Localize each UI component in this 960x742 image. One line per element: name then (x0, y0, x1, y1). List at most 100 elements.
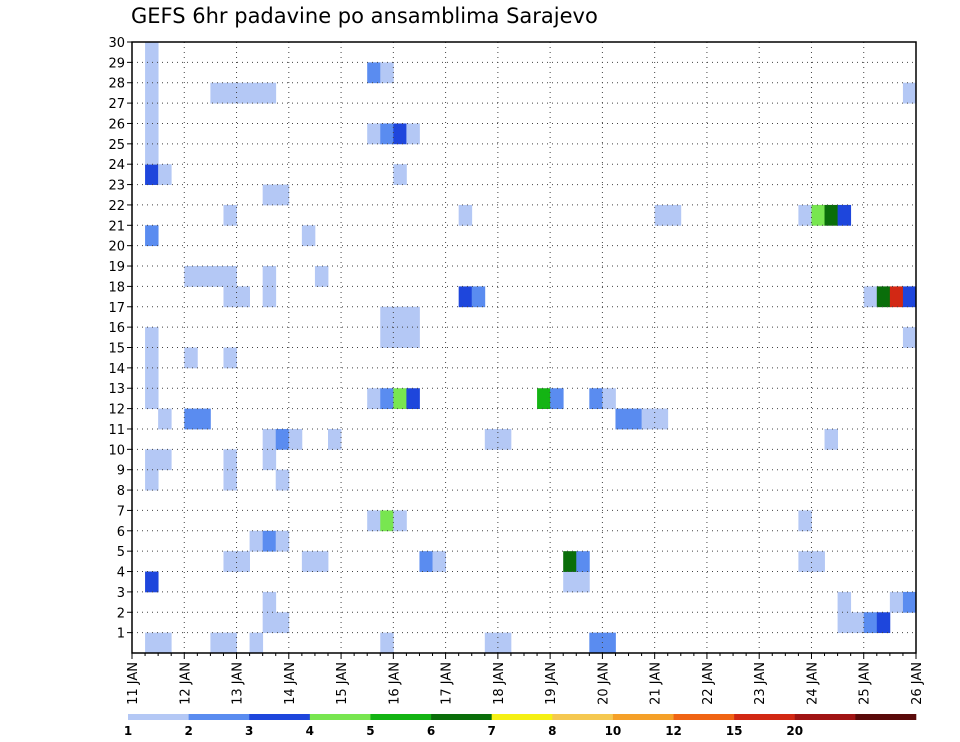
legend-swatch (552, 714, 614, 720)
heatmap-cell (184, 347, 198, 369)
heatmap-cell (301, 551, 316, 572)
heatmap-cell (837, 204, 852, 226)
y-tick-label: 11 (108, 423, 125, 438)
heatmap-cell (824, 428, 838, 450)
legend-swatch (128, 714, 189, 720)
x-tick-label: 23 JAN (753, 662, 768, 705)
heatmap-cell (145, 123, 159, 145)
heatmap-cell (837, 612, 852, 634)
heatmap-cell (497, 632, 512, 654)
x-tick-label: 26 JAN (910, 662, 925, 705)
heatmap-cell (197, 266, 211, 287)
y-tick-label: 16 (108, 321, 125, 336)
heatmap-cell (275, 530, 290, 552)
heatmap-cell (902, 286, 917, 308)
y-tick-label: 23 (108, 179, 125, 194)
heatmap-cell (158, 449, 172, 471)
heatmap-cell (223, 286, 237, 308)
heatmap-cell (223, 632, 237, 654)
heatmap-cell (262, 530, 277, 552)
heatmap-cell (158, 632, 172, 654)
x-tick-label: 22 JAN (701, 662, 716, 705)
y-tick-label: 15 (108, 342, 125, 357)
heatmap-cell (576, 571, 590, 593)
heatmap-cell (380, 327, 394, 348)
legend-label: 15 (726, 724, 743, 738)
y-tick-label: 30 (108, 36, 125, 51)
heatmap-cell (484, 428, 499, 450)
heatmap-cell (393, 123, 407, 145)
heatmap-cell (432, 551, 446, 572)
heatmap-cell (145, 327, 159, 348)
y-tick-label: 7 (117, 504, 125, 519)
heatmap-cell (210, 632, 224, 654)
legend-label: 20 (786, 724, 803, 738)
y-tick-label: 21 (108, 219, 125, 234)
legend-label: 10 (605, 724, 622, 738)
heatmap-cell (393, 306, 407, 328)
legend-swatch (794, 714, 856, 720)
heatmap-cell (824, 204, 838, 226)
y-tick-label: 9 (117, 464, 125, 479)
grid-lines (132, 42, 916, 653)
heatmap-cell (145, 367, 159, 389)
heatmap-cell (145, 632, 159, 654)
legend-swatch (491, 714, 553, 720)
heatmap-cell (484, 632, 499, 654)
x-tick-label: 15 JAN (335, 662, 350, 705)
heatmap-cell (889, 591, 904, 613)
heatmap-cell (145, 388, 159, 409)
heatmap-cell (497, 428, 512, 450)
legend-label: 3 (245, 724, 253, 738)
heatmap-cell (145, 82, 159, 104)
heatmap-cell (275, 612, 290, 634)
heatmap-cell (863, 612, 878, 634)
heatmap-cell (537, 388, 551, 409)
y-tick-label: 27 (108, 97, 125, 112)
color-legend: 1 2 3 4 5 6 7 8 10 12 15 20 (124, 714, 917, 738)
heatmap-cell (236, 286, 250, 308)
heatmap-cell (145, 62, 159, 84)
heatmap-cell (158, 164, 172, 185)
heatmap-cell (262, 428, 277, 450)
heatmap-cell (380, 306, 394, 328)
heatmap-cell (262, 184, 277, 206)
heatmap-cell (367, 62, 381, 84)
y-tick-label: 17 (108, 301, 125, 316)
y-tick-label: 14 (108, 362, 125, 377)
y-tick-label: 28 (108, 77, 125, 92)
y-tick-label: 1 (117, 627, 125, 642)
y-tick-label: 8 (117, 484, 125, 499)
heatmap-cell (798, 551, 812, 572)
heatmap-cell (288, 428, 303, 450)
y-tick-label: 6 (117, 525, 125, 540)
heatmap-cell (145, 103, 159, 124)
legend-swatch (309, 714, 371, 720)
y-tick-label: 18 (108, 280, 125, 295)
heatmap-cell (654, 204, 669, 226)
x-tick-label: 19 JAN (544, 662, 559, 705)
heatmap-cell (380, 388, 394, 409)
x-tick-label: 11 JAN (126, 662, 141, 705)
heatmap-cell (262, 449, 277, 471)
heatmap-cell (223, 469, 237, 491)
heatmap-cell (145, 164, 159, 185)
heatmap-cell (380, 62, 394, 84)
heatmap-cell (393, 388, 407, 409)
heatmap-cell (380, 510, 394, 532)
heatmap-cell (458, 204, 473, 226)
heatmap-cell (223, 82, 237, 104)
heatmap-cell (863, 286, 878, 308)
heatmap-cell (850, 612, 865, 634)
heatmap-cell (615, 408, 629, 430)
legend-label: 5 (366, 724, 374, 738)
heatmap-cell (262, 612, 277, 634)
heatmap-cell (223, 551, 237, 572)
heatmap-cell (145, 449, 159, 471)
heatmap-cell (406, 388, 420, 409)
heatmap-cell (902, 327, 917, 348)
heatmap-cell (184, 408, 198, 430)
heatmap-cell (628, 408, 642, 430)
y-axis-ticks: 1234567891011121314151617181920212223242… (108, 36, 132, 642)
